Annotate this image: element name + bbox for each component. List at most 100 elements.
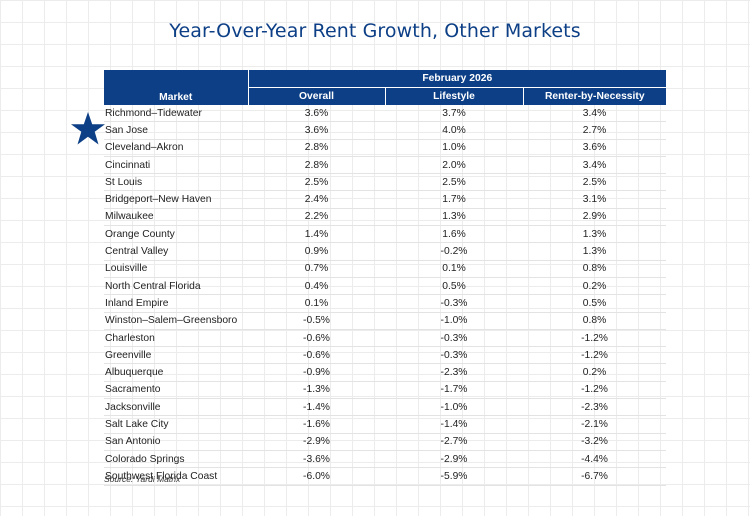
table-row: Albuquerque -0.9% -2.3% 0.2% [104,363,667,382]
rbn-cell: -1.2% [523,329,667,348]
rbn-cell: 2.7% [523,121,667,140]
table-row: St Louis 2.5% 2.5% 2.5% [104,173,667,192]
rbn-cell: 2.9% [523,208,667,227]
rbn-cell: 0.2% [523,277,667,296]
table-row: Greenville -0.6% -0.3% -1.2% [104,346,667,365]
rbn-cell: -6.7% [523,467,667,486]
overall-cell: 2.5% [248,173,385,192]
rbn-cell: 2.5% [523,173,667,192]
overall-cell: -0.9% [248,363,385,382]
overall-cell: 2.8% [248,139,385,157]
rbn-cell: 0.5% [523,294,667,313]
lifestyle-cell: 0.5% [385,277,523,296]
overall-cell: -1.6% [248,415,385,434]
overall-cell: 0.9% [248,242,385,261]
overall-cell: 2.8% [248,156,385,175]
table-row: North Central Florida 0.4% 0.5% 0.2% [104,277,667,296]
lifestyle-cell: 0.1% [385,260,523,278]
market-cell: Winston–Salem–Greensboro [104,312,248,330]
market-cell: Cincinnati [104,156,248,175]
overall-cell: -0.6% [248,329,385,348]
market-cell: Sacramento [104,381,248,400]
rent-growth-table: Market February 2026 Overall Lifestyle R… [104,70,667,486]
lifestyle-cell: -1.7% [385,381,523,400]
lifestyle-cell: -5.9% [385,467,523,486]
table-row: Charleston -0.6% -0.3% -1.2% [104,329,667,348]
overall-column-header: Overall [247,87,385,105]
rbn-cell: -1.2% [523,346,667,365]
period-header: February 2026 [247,70,667,88]
rbn-cell: -2.1% [523,415,667,434]
lifestyle-cell: -2.7% [385,433,523,451]
market-cell: Inland Empire [104,294,248,313]
lifestyle-cell: -1.0% [385,398,523,417]
overall-cell: 3.6% [248,105,385,123]
market-cell: St Louis [104,173,248,192]
market-cell: San Antonio [104,433,248,451]
rbn-cell: -4.4% [523,450,667,469]
lifestyle-column-header: Lifestyle [384,87,523,105]
table-row: Bridgeport–New Haven 2.4% 1.7% 3.1% [104,190,667,209]
table-row: Orange County 1.4% 1.6% 1.3% [104,225,667,244]
market-cell: San Jose [104,121,248,140]
lifestyle-cell: -0.3% [385,346,523,365]
table-row: Cincinnati 2.8% 2.0% 3.4% [104,156,667,175]
market-cell: Colorado Springs [104,450,248,469]
lifestyle-cell: -0.2% [385,242,523,261]
table-row: San Jose 3.6% 4.0% 2.7% [104,121,667,140]
rbn-cell: -1.2% [523,381,667,400]
market-cell: Albuquerque [104,363,248,382]
lifestyle-cell: -1.0% [385,312,523,330]
table-row: Southwest Florida Coast -6.0% -5.9% -6.7% [104,467,667,486]
rbn-cell: -2.3% [523,398,667,417]
lifestyle-cell: 4.0% [385,121,523,140]
market-cell: Jacksonville [104,398,248,417]
market-cell: Milwaukee [104,208,248,227]
rbn-cell: 0.2% [523,363,667,382]
lifestyle-cell: -2.9% [385,450,523,469]
market-cell: Charleston [104,329,248,348]
overall-cell: -2.9% [248,433,385,451]
overall-cell: 3.6% [248,121,385,140]
table-row: Jacksonville -1.4% -1.0% -2.3% [104,398,667,417]
table-body: Richmond–Tidewater 3.6% 3.7% 3.4% San Jose 3.… [104,105,667,486]
table-row: Louisville 0.7% 0.1% 0.8% [104,260,667,278]
rbn-cell: 1.3% [523,242,667,261]
table-row: Central Valley 0.9% -0.2% 1.3% [104,242,667,261]
rbn-cell: -3.2% [523,433,667,451]
rbn-cell: 3.4% [523,156,667,175]
lifestyle-cell: -0.3% [385,294,523,313]
lifestyle-cell: -1.4% [385,415,523,434]
overall-cell: 2.2% [248,208,385,227]
market-cell: Bridgeport–New Haven [104,190,248,209]
star-icon [70,111,106,147]
overall-cell: -6.0% [248,467,385,486]
overall-cell: -3.6% [248,450,385,469]
table-row: Colorado Springs -3.6% -2.9% -4.4% [104,450,667,469]
market-cell: Cleveland–Akron [104,139,248,157]
table-row: Milwaukee 2.2% 1.3% 2.9% [104,208,667,227]
lifestyle-cell: 1.7% [385,190,523,209]
lifestyle-cell: 1.0% [385,139,523,157]
rbn-cell: 0.8% [523,312,667,330]
lifestyle-cell: 2.5% [385,173,523,192]
overall-cell: -1.4% [248,398,385,417]
lifestyle-cell: 2.0% [385,156,523,175]
overall-cell: 1.4% [248,225,385,244]
market-cell: Central Valley [104,242,248,261]
market-column-header: Market [104,70,248,105]
lifestyle-cell: 3.7% [385,105,523,123]
overall-cell: 0.7% [248,260,385,278]
rbn-cell: 3.6% [523,139,667,157]
rbn-column-header: Renter-by-Necessity [522,87,667,105]
rbn-cell: 1.3% [523,225,667,244]
source-note: Source: Yardi Matrix [104,474,181,484]
market-cell: Orange County [104,225,248,244]
table-row: Winston–Salem–Greensboro -0.5% -1.0% 0.8% [104,312,667,330]
rbn-cell: 0.8% [523,260,667,278]
market-cell: Richmond–Tidewater [104,105,248,123]
market-cell: Salt Lake City [104,415,248,434]
overall-cell: -0.6% [248,346,385,365]
lifestyle-cell: -0.3% [385,329,523,348]
overall-cell: -0.5% [248,312,385,330]
